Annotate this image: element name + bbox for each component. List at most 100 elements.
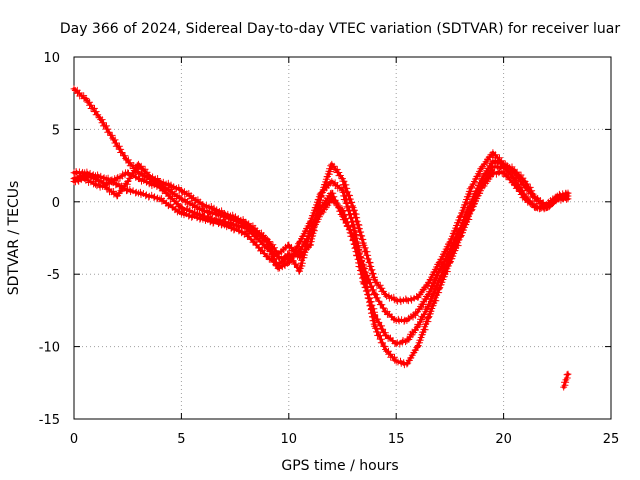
- data-point: [405, 339, 409, 343]
- data-point: [340, 188, 345, 192]
- chart-title: Day 366 of 2024, Sidereal Day-to-day VTE…: [60, 21, 621, 37]
- x-tick-label: 5: [177, 432, 185, 447]
- data-point: [373, 324, 377, 328]
- data-point: [405, 318, 409, 323]
- data-point: [297, 240, 302, 244]
- series-line: [72, 159, 570, 322]
- data-point: [437, 261, 441, 265]
- data-point: [351, 223, 355, 227]
- data-point: [111, 136, 115, 140]
- data-series-track-3: [70, 156, 572, 325]
- data-point: [104, 185, 108, 189]
- data-point: [201, 208, 205, 213]
- data-point: [93, 182, 98, 187]
- data-point: [491, 171, 495, 175]
- data-point: [179, 197, 183, 201]
- data-point: [405, 298, 409, 302]
- x-axis-label: GPS time / hours: [281, 458, 398, 474]
- data-point: [373, 292, 377, 297]
- data-point: [136, 177, 141, 181]
- data-point: [502, 162, 506, 166]
- data-point: [555, 197, 559, 201]
- data-point: [426, 292, 431, 297]
- data-point: [448, 240, 452, 244]
- data-point: [383, 333, 388, 337]
- data-point: [566, 197, 570, 201]
- data-point: [179, 188, 183, 192]
- data-point: [459, 226, 463, 230]
- data-series-track-4: [70, 149, 572, 306]
- data-point: [544, 205, 549, 210]
- y-tick-label: -10: [39, 341, 60, 356]
- data-point: [383, 292, 388, 297]
- data-point: [158, 179, 162, 184]
- data-point: [437, 269, 441, 273]
- data-point: [416, 295, 420, 299]
- data-point: [512, 168, 516, 172]
- x-tick-label: 10: [281, 432, 298, 447]
- data-point: [147, 174, 151, 178]
- y-tick-label: 10: [43, 51, 60, 66]
- data-point: [351, 234, 355, 239]
- x-tick-label: 0: [70, 432, 78, 447]
- data-point: [123, 156, 128, 160]
- data-point: [416, 310, 420, 314]
- data-point: [383, 310, 388, 314]
- data-point: [564, 378, 568, 382]
- series-markers: [70, 85, 572, 369]
- data-point: [459, 214, 463, 218]
- data-point: [330, 179, 334, 184]
- data-point: [158, 197, 162, 201]
- data-point: [179, 205, 183, 210]
- data-point: [566, 191, 570, 195]
- grid: [74, 57, 611, 419]
- data-point: [93, 174, 98, 178]
- data-point: [83, 171, 87, 175]
- data-point: [126, 188, 130, 192]
- data-point: [340, 214, 345, 218]
- data-point: [362, 266, 366, 271]
- data-point: [126, 171, 130, 175]
- data-point: [502, 171, 506, 175]
- data-point: [469, 185, 473, 189]
- data-point: [416, 345, 420, 349]
- data-point: [394, 298, 398, 302]
- data-point: [534, 205, 538, 210]
- plot-frame: [73, 56, 612, 420]
- data-point: [136, 162, 141, 166]
- data-point: [265, 237, 269, 242]
- data-point: [201, 203, 205, 207]
- data-point: [394, 318, 398, 323]
- data-point: [362, 281, 366, 285]
- data-point: [98, 116, 102, 120]
- data-point: [523, 179, 527, 184]
- data-point: [426, 281, 431, 285]
- data-point: [104, 177, 108, 181]
- data-point: [72, 179, 76, 184]
- data-point: [136, 171, 141, 175]
- y-tick-label: 5: [52, 123, 60, 138]
- data-point: [351, 205, 355, 210]
- data-point: [426, 316, 431, 320]
- data-point: [72, 87, 76, 91]
- data-point: [523, 197, 527, 201]
- data-point: [562, 385, 566, 389]
- data-point: [566, 372, 570, 376]
- data-point: [72, 171, 76, 175]
- data-point: [340, 177, 345, 181]
- data-point: [362, 243, 366, 247]
- data-point: [115, 177, 119, 181]
- data-point: [85, 98, 89, 103]
- data-point: [319, 194, 323, 198]
- data-point: [287, 252, 291, 256]
- data-point: [276, 263, 280, 268]
- data-point: [297, 269, 302, 273]
- data-point: [373, 278, 377, 282]
- data-point: [394, 342, 398, 346]
- data-point: [115, 194, 119, 198]
- data-point: [201, 217, 205, 221]
- data-point: [308, 243, 312, 247]
- data-point: [244, 220, 248, 224]
- data-point: [115, 182, 119, 187]
